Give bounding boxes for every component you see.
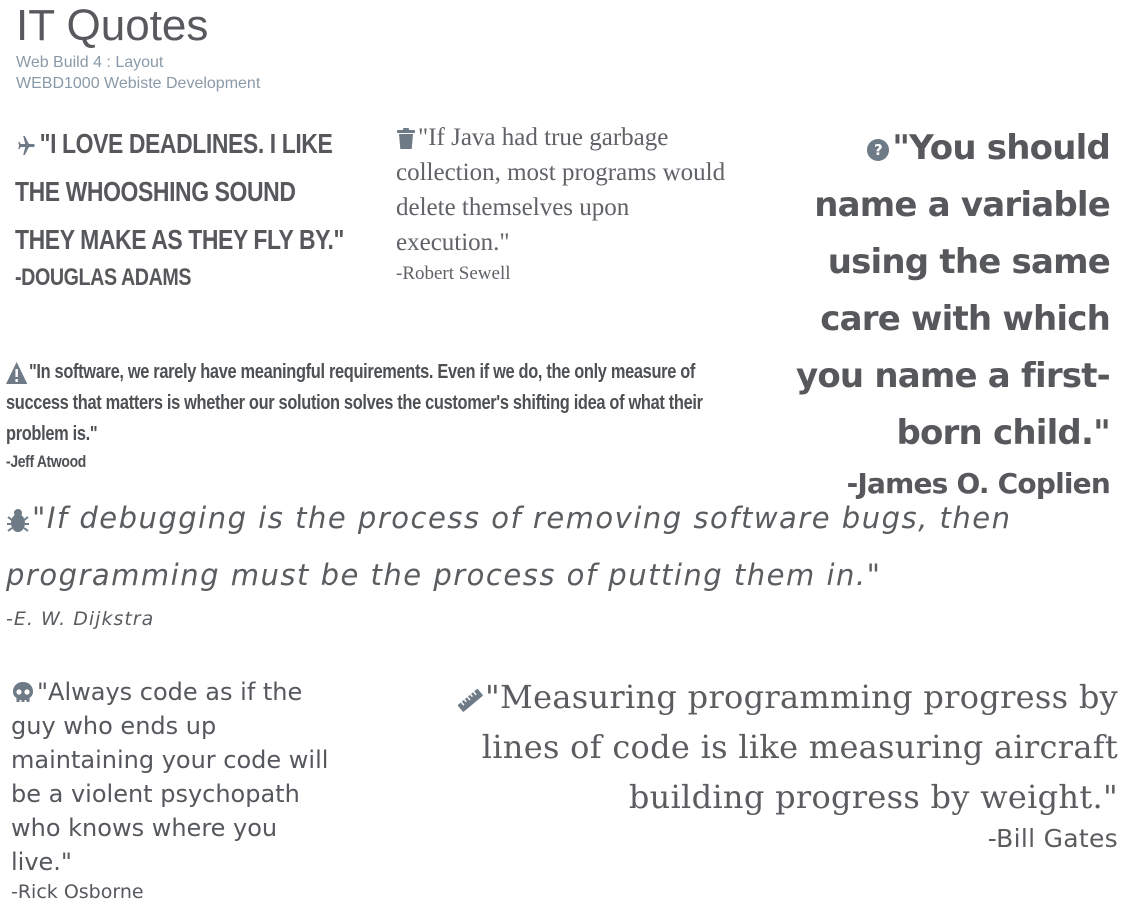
quote-ew-dijkstra: "If debugging is the process of removing…	[6, 490, 1116, 634]
quote-author: -Bill Gates	[987, 824, 1118, 853]
trash-icon	[396, 128, 416, 150]
quote-jeff-atwood: "In software, we rarely have meaningful …	[6, 357, 728, 474]
quote-text: "I LOVE DEADLINES. I LIKE THE WHOOSHING …	[15, 128, 344, 255]
page-title: IT Quotes	[16, 1, 209, 50]
quote-author: -DOUGLAS ADAMS	[15, 264, 192, 291]
quote-bill-gates: "Measuring programming progress by lines…	[430, 672, 1118, 856]
quote-text: "If debugging is the process of removing…	[6, 501, 1012, 592]
quote-author: -Jeff Atwood	[6, 452, 86, 471]
quote-douglas-adams: "I LOVE DEADLINES. I LIKE THE WHOOSHING …	[15, 120, 355, 296]
quote-text: "You should name a variable using the sa…	[795, 128, 1111, 453]
bug-icon	[6, 507, 30, 533]
page-header: IT Quotes Web Build 4 : Layout WEBD1000 …	[16, 0, 260, 94]
course-subtitle: Web Build 4 : Layout	[16, 54, 164, 71]
quote-author: -Robert Sewell	[396, 263, 511, 284]
quote-text: "If Java had true garbage collection, mo…	[396, 124, 726, 256]
warning-triangle-icon	[6, 361, 28, 384]
quote-rick-osborne: "Always code as if the guy who ends up m…	[11, 675, 336, 905]
course-code-subtitle: WEBD1000 Webiste Development	[16, 75, 261, 92]
quote-james-coplien: ? "You should name a variable using the …	[780, 120, 1111, 506]
quote-author: -Rick Osborne	[11, 881, 144, 903]
airplane-icon	[15, 134, 38, 158]
quote-author: -E. W. Dijkstra	[6, 608, 155, 630]
quote-text: "In software, we rarely have meaningful …	[6, 361, 703, 445]
quote-author: -James O. Coplien	[846, 467, 1111, 500]
question-circle-icon: ?	[866, 138, 890, 162]
quote-robert-sewell: "If Java had true garbage collection, mo…	[396, 120, 736, 288]
skull-icon	[11, 681, 35, 705]
quote-text: "Always code as if the guy who ends up m…	[11, 678, 329, 876]
quote-text: "Measuring programming progress by lines…	[481, 678, 1118, 816]
svg-text:?: ?	[874, 141, 882, 159]
ruler-icon	[457, 687, 483, 713]
